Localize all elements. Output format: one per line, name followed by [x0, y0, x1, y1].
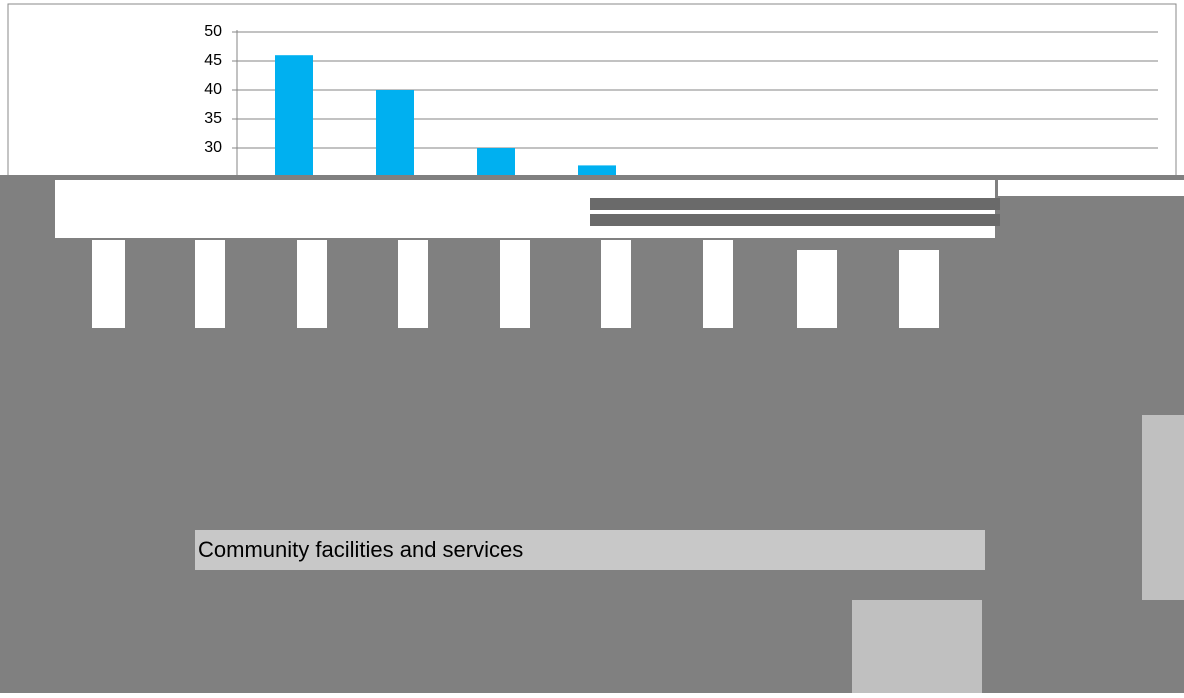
dark-bar — [590, 198, 1000, 210]
y-tick-label: 40 — [204, 81, 222, 98]
bar — [578, 165, 616, 177]
white-column — [500, 240, 530, 328]
plot-area: 30 35 40 45 50 — [204, 23, 1158, 178]
y-tick-label: 30 — [204, 139, 222, 156]
light-block — [1142, 415, 1184, 600]
corrupted-region — [0, 175, 1184, 693]
label-box — [195, 530, 985, 570]
y-tick-label: 35 — [204, 110, 222, 127]
annotation: Community facilities and services — [198, 537, 523, 562]
white-column — [797, 250, 837, 328]
bar — [376, 90, 414, 177]
bar — [477, 148, 515, 177]
dark-bar — [590, 214, 1000, 226]
white-column — [703, 240, 733, 328]
light-block — [852, 600, 982, 693]
white-column — [297, 240, 327, 328]
y-tick-label: 45 — [204, 52, 222, 69]
white-column — [398, 240, 428, 328]
white-column — [601, 240, 631, 328]
y-tick-label: 50 — [204, 23, 222, 40]
white-column — [195, 240, 225, 328]
bar — [275, 55, 313, 178]
white-strip — [998, 180, 1184, 196]
white-column — [899, 250, 939, 328]
white-column — [92, 240, 125, 328]
